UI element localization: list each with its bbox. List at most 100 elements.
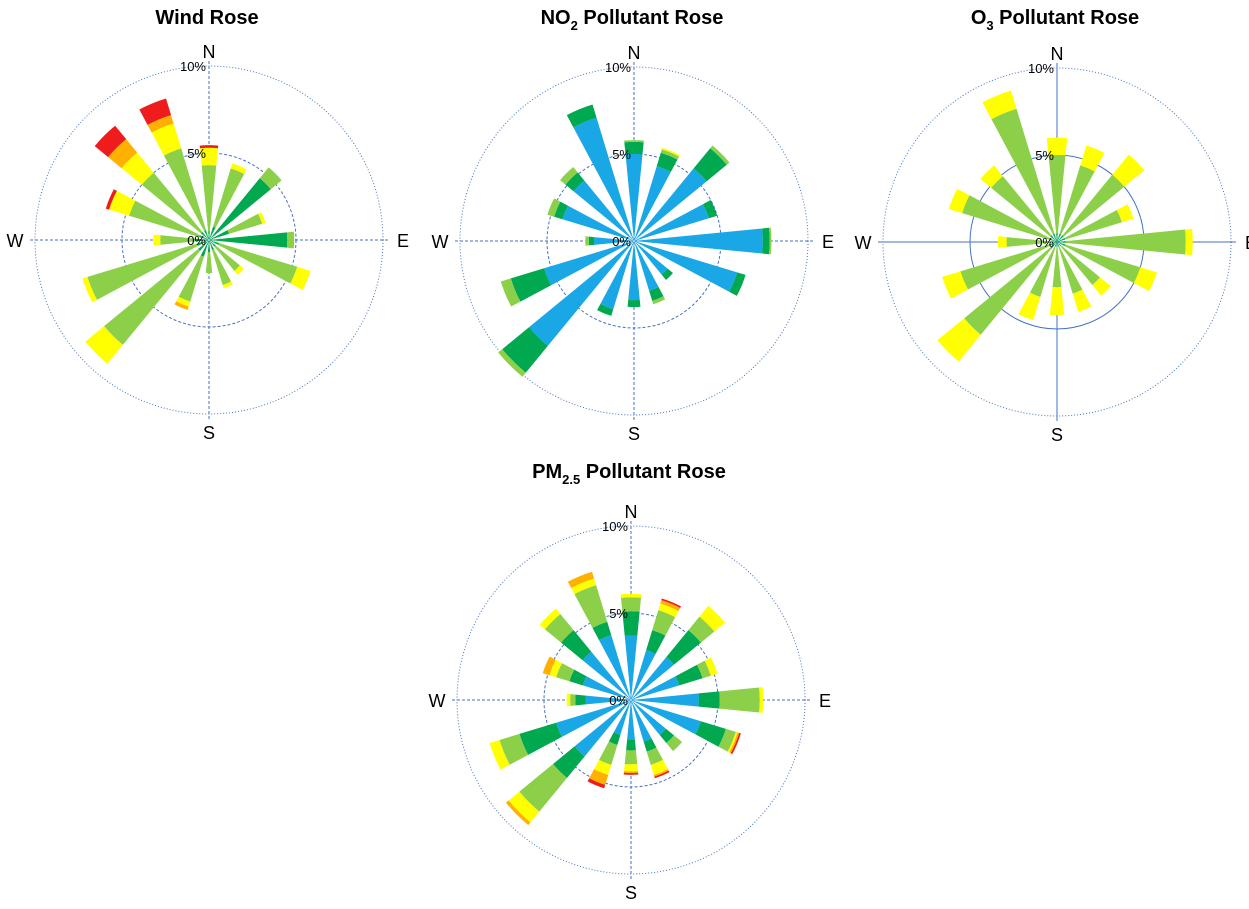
- rose-bar-NNW: [567, 571, 631, 700]
- rose-bar-W: [997, 236, 1057, 248]
- rose-segment-lightgreen: [1059, 165, 1095, 235]
- rose-segment-lightgreen: [556, 663, 575, 682]
- rose-bar-ESE: [1057, 242, 1157, 292]
- rose-segment-yellow: [661, 147, 680, 157]
- compass-label-n: N: [1051, 44, 1064, 64]
- rose-segment-blue: [573, 180, 634, 241]
- radial-label-5pct: 5%: [1035, 148, 1054, 163]
- rose-segment-blue: [599, 635, 631, 700]
- rose-segment-blue: [625, 154, 643, 241]
- rose-segment-yellow: [699, 605, 726, 632]
- rose-segment-darkgreen: [592, 621, 612, 641]
- rose-segment-darkgreen: [1057, 241, 1066, 243]
- rose-segment-lightgreen: [991, 176, 1052, 237]
- rose-segment-blue: [631, 700, 701, 735]
- rose-title-main: PM: [532, 461, 562, 483]
- rose-bar-NW: [980, 165, 1057, 242]
- rose-segment-lightgreen: [1006, 237, 1052, 247]
- rose-segment-darkgreen: [1057, 233, 1062, 242]
- rose-segment-lightgreen: [141, 172, 203, 234]
- rose-segment-red: [654, 770, 670, 779]
- rose-segment-yellow: [109, 190, 136, 216]
- rose-bar-NNE: [631, 598, 681, 700]
- rose-segment-lightgreen: [212, 249, 232, 285]
- rose-bar-ESE: [209, 240, 311, 290]
- rose-segment-darkgreen: [510, 268, 552, 302]
- rose-segment-darkgreen: [659, 728, 675, 744]
- rose-segment-blue: [634, 166, 671, 241]
- rose-segment-darkgreen: [209, 230, 229, 240]
- rose-segment-darkgreen: [197, 240, 209, 246]
- rose-bar-NE: [634, 145, 730, 241]
- rose-segment-orange: [542, 656, 556, 676]
- rose-segment-lightgreen: [544, 613, 574, 643]
- rose-segment-darkgreen: [626, 739, 636, 751]
- rose-segment-darkgreen: [643, 738, 657, 752]
- rose-bar-WNW: [948, 188, 1057, 242]
- rose-segment-orange: [567, 571, 595, 588]
- rose-title: NO2 Pollutant Rose: [541, 7, 724, 33]
- rose-segment-red: [199, 145, 219, 149]
- rose-segment-darkgreen: [561, 630, 592, 661]
- compass-label-w: W: [429, 691, 446, 711]
- rose-segment-yellow: [1080, 145, 1105, 172]
- rose-segment-lightgreen: [500, 278, 521, 307]
- rose-segment-red: [105, 189, 117, 210]
- rose-segment-yellow: [1133, 267, 1157, 292]
- rose-segment-lightgreen: [585, 236, 589, 246]
- radial-label-10pct: 10%: [180, 59, 206, 74]
- rose-segment-blue: [613, 700, 631, 735]
- rose-segment-lightgreen: [652, 610, 676, 636]
- rose-bar-SW: [505, 700, 631, 826]
- rose-segment-darkgreen: [195, 238, 209, 242]
- rose-segment-darkgreen: [622, 611, 640, 636]
- rose-bar-N: [199, 145, 219, 240]
- rose-segment-yellow: [1049, 287, 1065, 316]
- rose-segment-lightgreen: [718, 728, 736, 752]
- rose-segment-darkgreen: [1054, 242, 1057, 247]
- rose-segment-blue: [585, 695, 631, 705]
- rose-segment-darkgreen: [1048, 237, 1057, 242]
- rose-segment-orange: [147, 115, 174, 133]
- rose-bar-NNW: [139, 98, 209, 240]
- rose-segment-darkgreen: [608, 732, 621, 745]
- radial-label-5pct: 5%: [187, 146, 206, 161]
- rose-segment-yellow: [539, 608, 561, 630]
- rose-segment-lightgreen: [1029, 246, 1056, 297]
- rose-segment-red: [623, 772, 639, 775]
- rose-segment-lightgreen: [991, 108, 1055, 235]
- radial-label-5pct: 5%: [609, 606, 628, 621]
- radial-label-10pct: 10%: [605, 60, 631, 75]
- rose-segment-yellow: [153, 234, 161, 246]
- rose-segment-darkgreen: [1057, 237, 1066, 242]
- rose-segment-yellow: [290, 266, 311, 290]
- compass-label-s: S: [203, 423, 215, 443]
- rose-segment-darkgreen: [199, 235, 209, 240]
- rose-bar-SSE: [634, 241, 666, 305]
- rose-segment-yellow: [121, 152, 154, 185]
- rose-segment-darkgreen: [693, 148, 727, 182]
- rose-segment-darkgreen: [200, 240, 209, 257]
- rose-segment-blue: [631, 700, 652, 742]
- rose-bar-NE: [631, 605, 726, 700]
- rose-bar-ENE: [1057, 204, 1134, 242]
- rose-bar-NW: [560, 167, 634, 241]
- rose-segment-lightgreen: [646, 747, 663, 765]
- rose-segment-darkgreen: [656, 152, 678, 172]
- rose-segment-orange: [108, 139, 138, 169]
- rose-segment-darkgreen: [553, 746, 585, 778]
- rose-bar-N: [624, 140, 644, 241]
- rose-segment-darkgreen: [1057, 242, 1066, 247]
- rose-segment-yellow: [85, 326, 123, 364]
- rose-segment-lightgreen: [1062, 174, 1125, 237]
- rose-segment-lightgreen: [624, 140, 644, 143]
- rose-segment-blue: [529, 241, 634, 346]
- rose-segment-lightgreen: [213, 168, 245, 228]
- radial-label-10pct: 10%: [1028, 61, 1054, 76]
- rose-bar-SSE: [631, 700, 670, 779]
- rose-bar-SW: [498, 241, 634, 377]
- rose-segment-lightgreen: [218, 243, 298, 284]
- rose-segment-lightgreen: [1048, 155, 1066, 234]
- rose-chart-1: Wind Rose 0% 5% 10%N S E W: [7, 7, 410, 443]
- rose-bar-SE: [631, 700, 683, 752]
